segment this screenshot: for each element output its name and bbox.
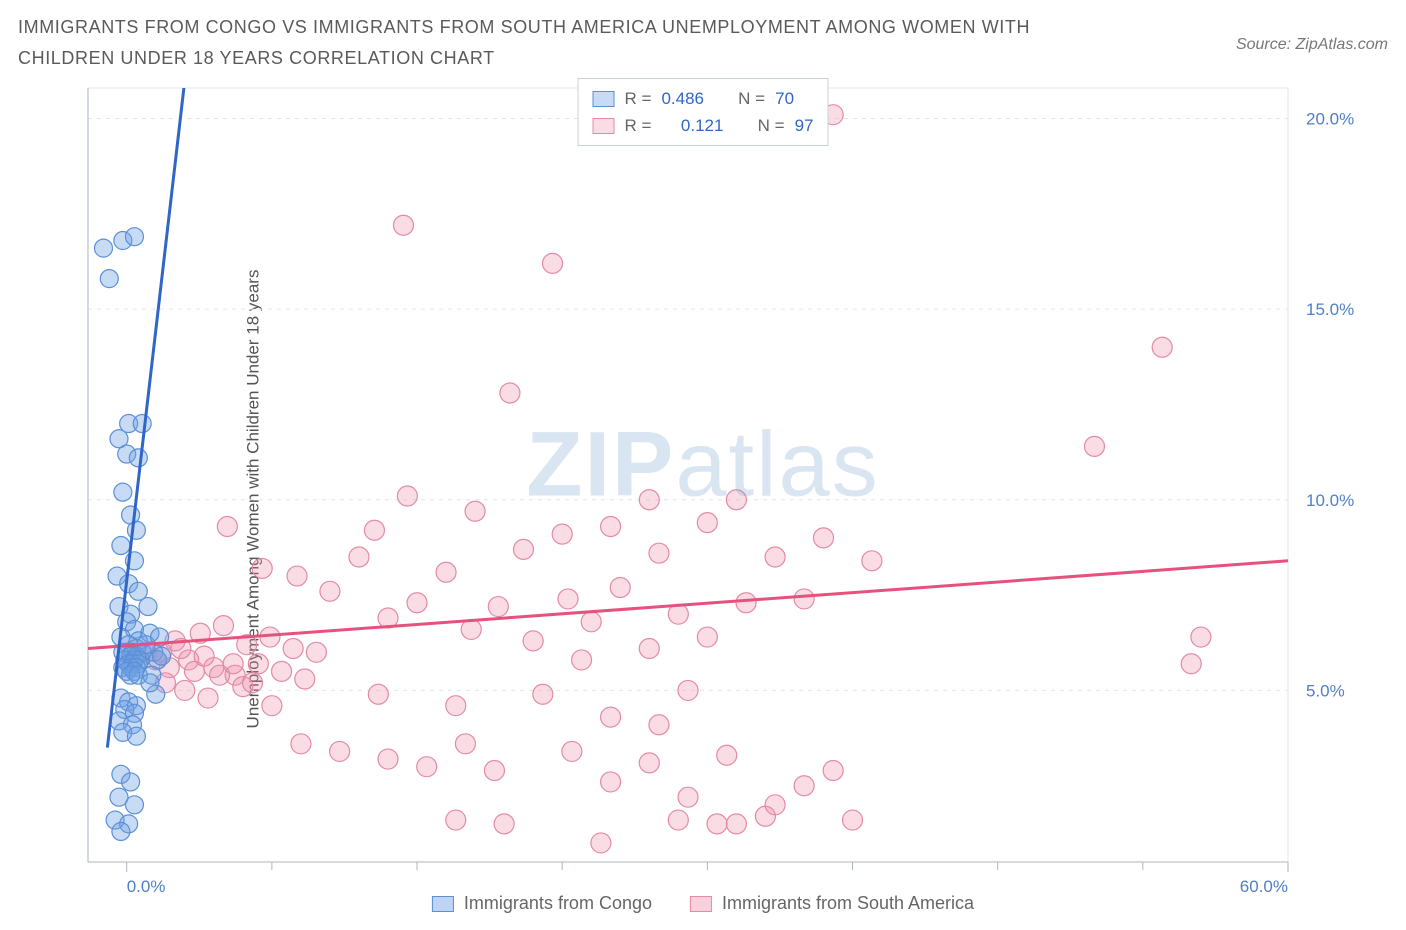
svg-text:15.0%: 15.0% <box>1306 300 1354 319</box>
n-value-sa: 97 <box>795 112 814 139</box>
svg-text:60.0%: 60.0% <box>1240 877 1288 896</box>
r-label: R = <box>625 85 652 112</box>
r-label: R = <box>625 112 652 139</box>
header: IMMIGRANTS FROM CONGO VS IMMIGRANTS FROM… <box>18 12 1388 73</box>
chart-container: IMMIGRANTS FROM CONGO VS IMMIGRANTS FROM… <box>0 0 1406 930</box>
svg-text:5.0%: 5.0% <box>1306 681 1345 700</box>
r-value-sa: 0.121 <box>681 112 724 139</box>
svg-text:20.0%: 20.0% <box>1306 110 1354 129</box>
legend-label-sa: Immigrants from South America <box>722 893 974 914</box>
legend-swatch-congo-icon <box>432 896 454 912</box>
legend-item-sa: Immigrants from South America <box>690 893 974 914</box>
n-label: N = <box>758 112 785 139</box>
source-label: Source: <box>1236 36 1291 53</box>
chart-title: IMMIGRANTS FROM CONGO VS IMMIGRANTS FROM… <box>18 12 1108 73</box>
source-attribution: Source: ZipAtlas.com <box>1236 36 1388 54</box>
legend-swatch-congo <box>593 91 615 107</box>
svg-text:0.0%: 0.0% <box>127 877 166 896</box>
plot-area: Unemployment Among Women with Children U… <box>18 78 1388 920</box>
source-name: ZipAtlas.com <box>1296 36 1388 53</box>
series-legend: Immigrants from Congo Immigrants from So… <box>432 893 974 914</box>
svg-text:10.0%: 10.0% <box>1306 491 1354 510</box>
r-value-congo: 0.486 <box>661 85 704 112</box>
legend-swatch-sa-icon <box>690 896 712 912</box>
scatter-plot-svg: 5.0% 10.0% 15.0% 20.0% 0.0% 60.0% <box>18 78 1388 920</box>
correlation-legend: R = 0.486 N = 70 R = 0.121 N = 97 <box>578 78 829 146</box>
legend-item-congo: Immigrants from Congo <box>432 893 652 914</box>
n-label: N = <box>738 85 765 112</box>
legend-row-sa: R = 0.121 N = 97 <box>593 112 814 139</box>
n-value-congo: 70 <box>775 85 794 112</box>
legend-label-congo: Immigrants from Congo <box>464 893 652 914</box>
legend-swatch-sa <box>593 118 615 134</box>
legend-row-congo: R = 0.486 N = 70 <box>593 85 814 112</box>
